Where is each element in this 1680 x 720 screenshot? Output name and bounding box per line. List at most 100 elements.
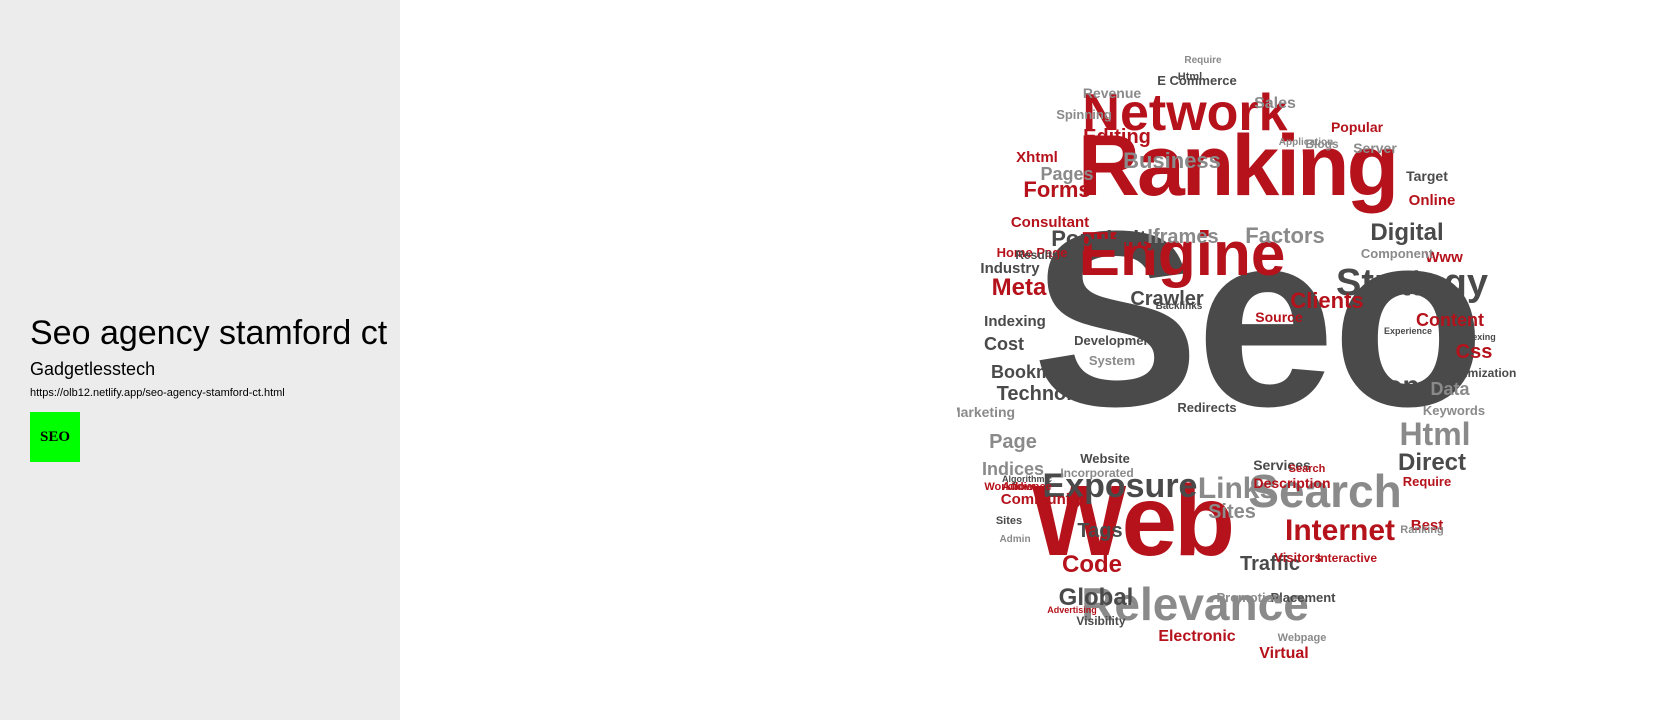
word-cloud-word: Application xyxy=(1279,137,1333,148)
word-cloud-word: Experience xyxy=(1384,326,1432,336)
word-cloud-word: Global xyxy=(1059,584,1134,611)
word-cloud-word: Www xyxy=(1425,249,1463,266)
site-url-link[interactable]: https://olb12.netlify.app/seo-agency-sta… xyxy=(30,387,285,399)
word-cloud-word: Seo xyxy=(1032,179,1482,458)
word-cloud-word: Strategy xyxy=(1336,262,1488,304)
word-cloud-word: E Commerce xyxy=(1157,73,1236,88)
word-cloud-word: Online xyxy=(1409,192,1456,209)
word-cloud-word: Direct xyxy=(1398,449,1466,476)
word-cloud-word: Page xyxy=(989,431,1037,453)
word-cloud-word: Network xyxy=(1082,84,1287,142)
word-cloud-word: Incorporated xyxy=(1060,466,1133,480)
word-cloud-word: Visibility xyxy=(1076,614,1125,628)
word-cloud-word: Popularity xyxy=(1051,226,1159,251)
word-cloud-word: Content xyxy=(1416,310,1484,330)
word-cloud-word: Keywords xyxy=(1423,403,1485,418)
word-cloud-word: Server xyxy=(1353,140,1397,156)
word-cloud-word: Data xyxy=(1430,379,1470,399)
word-cloud-word: Electronic xyxy=(1158,628,1235,645)
word-cloud-word: Xhtml xyxy=(1016,149,1058,166)
word-cloud-word: Bookmark xyxy=(991,362,1080,382)
word-cloud-word: Popular xyxy=(1331,119,1384,135)
word-cloud-word: Optimization xyxy=(1444,366,1517,380)
word-cloud-word: Advertising xyxy=(1047,605,1097,615)
word-cloud-word: Source xyxy=(1255,309,1303,325)
word-cloud-word: Home Page xyxy=(997,245,1068,260)
word-cloud-word: Digital xyxy=(1370,219,1443,246)
word-cloud-word: Engine xyxy=(1079,220,1286,289)
word-cloud-word: Require xyxy=(1403,474,1451,489)
word-cloud-word: Interactive xyxy=(1317,551,1377,565)
word-cloud-word: Exposure xyxy=(1043,467,1198,505)
word-cloud-word: Consultant xyxy=(1011,214,1089,231)
word-cloud-word: Search xyxy=(1248,465,1401,517)
word-cloud-word: Audience xyxy=(1002,481,1052,493)
main-image-area: Seo Ranking Engine Network Web Relevance Searc… xyxy=(400,0,1680,720)
word-cloud-word: Require xyxy=(1184,55,1222,66)
word-cloud-word: Factors xyxy=(1245,223,1324,248)
word-cloud-word: Revenue xyxy=(1083,85,1142,101)
word-cloud-word: Indexing xyxy=(984,313,1046,330)
word-cloud-word: Sites xyxy=(1208,501,1256,523)
word-cloud-word: Description xyxy=(1253,475,1330,491)
word-cloud-word: Results xyxy=(1015,248,1059,262)
word-cloud-word: Sites xyxy=(996,515,1022,527)
word-cloud-word: Placement xyxy=(1270,590,1336,605)
info-block: Seo agency stamford ct Gadgetlesstech ht… xyxy=(30,312,390,462)
word-cloud-word: Html xyxy=(1399,416,1470,452)
word-cloud-word: Business xyxy=(1123,148,1221,173)
left-info-panel: Seo agency stamford ct Gadgetlesstech ht… xyxy=(0,0,400,720)
word-cloud-word: Indices xyxy=(982,459,1044,479)
word-cloud-word: Marketing xyxy=(957,404,1015,420)
word-cloud-word: Cost xyxy=(984,334,1024,354)
word-cloud-word: Technology xyxy=(997,383,1109,405)
word-cloud-word: Services xyxy=(1253,457,1311,473)
word-cloud-word: Development xyxy=(1074,333,1156,348)
word-cloud-word: Component xyxy=(1361,246,1434,261)
word-cloud-word: Workflow xyxy=(984,481,1034,493)
word-cloud-svg: SeoRankingEngineNetworkWebRelevanceSearc… xyxy=(949,55,1517,662)
word-cloud-word: Forms xyxy=(1023,177,1090,202)
word-cloud-word: Ranking xyxy=(1400,524,1443,536)
site-name: Gadgetlesstech xyxy=(30,359,156,379)
word-cloud-word: Crawler xyxy=(1130,288,1204,310)
word-cloud-word: Best xyxy=(1411,517,1444,534)
word-cloud-word: Traffic xyxy=(1240,553,1300,575)
seo-word-cloud-image: Seo Ranking Engine Network Web Relevance Searc… xyxy=(949,50,1563,666)
word-cloud-word: Code xyxy=(1062,551,1122,578)
seo-badge: SEO xyxy=(30,412,80,462)
word-cloud-word: Sales xyxy=(1254,95,1296,112)
word-cloud-word: Admin xyxy=(999,534,1030,545)
word-cloud-word: Internet xyxy=(1285,514,1395,547)
word-cloud-word: Community xyxy=(1001,491,1084,508)
word-cloud-word: Spinning xyxy=(1056,107,1112,122)
word-cloud-word: Pages xyxy=(1040,164,1093,184)
word-cloud-word: Target xyxy=(1406,168,1448,184)
word-cloud-word: Web xyxy=(1032,465,1232,577)
word-cloud-word: Algorithmic xyxy=(1002,474,1052,484)
word-cloud-word: Clients xyxy=(1290,288,1363,313)
word-cloud-word: Html xyxy=(1178,71,1202,83)
word-cloud-word: Promotion xyxy=(1217,590,1282,605)
word-cloud-word: Iframes xyxy=(1147,226,1218,248)
word-cloud-word: Editing xyxy=(1083,126,1151,148)
word-cloud-word: Virtual xyxy=(1259,645,1309,662)
word-cloud-word: Visitors xyxy=(1274,550,1321,565)
word-cloud-word: Redirects xyxy=(1177,400,1236,415)
seo-badge-label: SEO xyxy=(39,428,70,445)
word-cloud-word: Links xyxy=(1198,472,1276,505)
word-cloud-word: Tags xyxy=(1077,520,1122,542)
word-cloud-word: Relevance xyxy=(1081,578,1309,630)
word-cloud-word: System xyxy=(1089,353,1135,368)
word-cloud-word: Webpage xyxy=(1278,632,1327,644)
word-cloud-word: Blogs xyxy=(1305,137,1339,151)
word-cloud-word: Ranking xyxy=(1078,118,1396,214)
word-cloud-word: Meta xyxy=(992,274,1047,301)
page-title: Seo agency stamford ct xyxy=(30,314,388,352)
word-cloud-word: Css xyxy=(1456,341,1493,363)
word-cloud-word: Industry xyxy=(980,260,1040,277)
word-cloud-word: Website xyxy=(1080,451,1130,466)
word-cloud-word: Search xyxy=(1289,463,1326,475)
word-cloud-word: Backlinks xyxy=(1156,301,1203,312)
word-cloud-word: Top xyxy=(1370,370,1419,401)
